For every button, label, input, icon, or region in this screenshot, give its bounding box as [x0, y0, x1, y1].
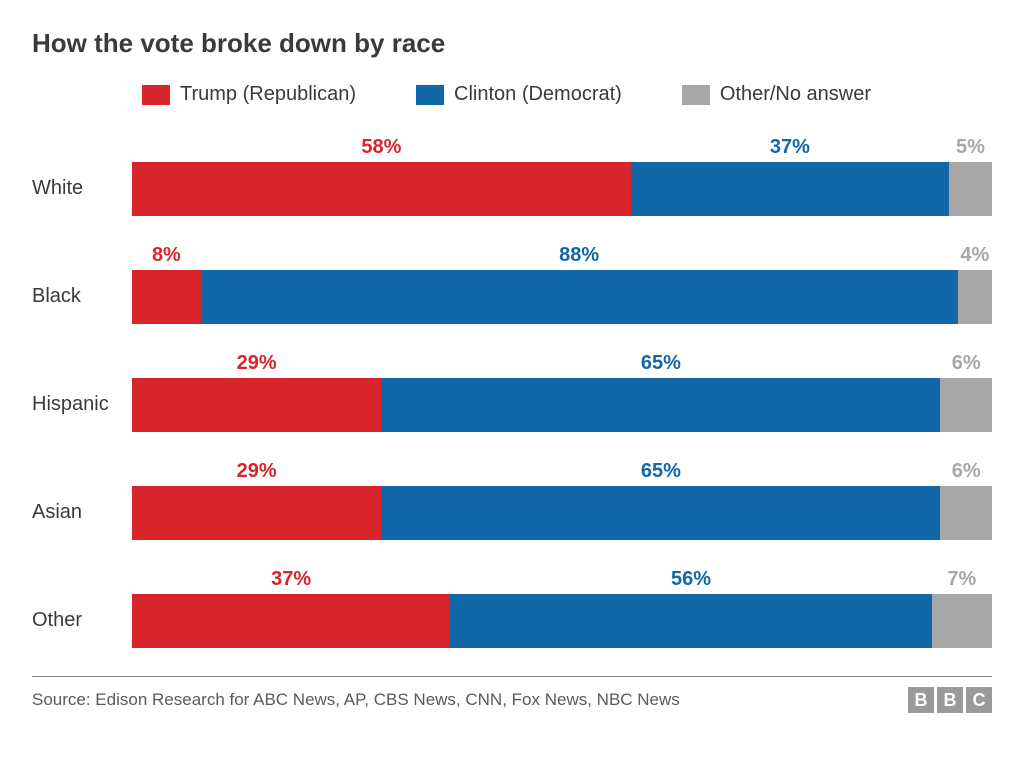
legend-swatch — [142, 85, 170, 105]
segment-value: 7% — [932, 568, 992, 594]
logo-letter: B — [937, 687, 963, 713]
chart-title: How the vote broke down by race — [32, 28, 992, 59]
bar-segment — [201, 270, 958, 324]
bar-segment — [932, 594, 992, 648]
bbc-logo: BBC — [908, 687, 992, 713]
bar-segment — [631, 162, 949, 216]
chart-row: Black8%88%4% — [32, 244, 992, 324]
bar-block: 29%65%6% — [132, 352, 992, 432]
legend-item: Clinton (Democrat) — [416, 83, 622, 106]
segment-value: 37% — [132, 568, 450, 594]
bar-block: 37%56%7% — [132, 568, 992, 648]
segment-value: 6% — [940, 460, 992, 486]
bar-row — [132, 162, 992, 216]
category-label: White — [32, 177, 132, 216]
bar-segment — [381, 378, 940, 432]
bar-row — [132, 378, 992, 432]
segment-value: 5% — [949, 136, 992, 162]
bar-segment — [940, 378, 992, 432]
legend-swatch — [416, 85, 444, 105]
chart-row: Other37%56%7% — [32, 568, 992, 648]
value-row: 29%65%6% — [132, 460, 992, 486]
bar-segment — [132, 270, 201, 324]
chart-row: White58%37%5% — [32, 136, 992, 216]
bar-block: 29%65%6% — [132, 460, 992, 540]
category-label: Asian — [32, 501, 132, 540]
segment-value: 8% — [132, 244, 201, 270]
bar-row — [132, 486, 992, 540]
bar-segment — [949, 162, 992, 216]
logo-letter: C — [966, 687, 992, 713]
bar-segment — [940, 486, 992, 540]
chart-row: Asian29%65%6% — [32, 460, 992, 540]
bar-segment — [132, 378, 381, 432]
value-row: 37%56%7% — [132, 568, 992, 594]
chart-area: White58%37%5%Black8%88%4%Hispanic29%65%6… — [32, 136, 992, 648]
segment-value: 88% — [201, 244, 958, 270]
segment-value: 37% — [631, 136, 949, 162]
bar-segment — [450, 594, 932, 648]
legend-item: Other/No answer — [682, 83, 871, 106]
chart-row: Hispanic29%65%6% — [32, 352, 992, 432]
bar-row — [132, 594, 992, 648]
logo-letter: B — [908, 687, 934, 713]
segment-value: 65% — [381, 352, 940, 378]
footer: Source: Edison Research for ABC News, AP… — [32, 676, 992, 713]
bar-segment — [958, 270, 992, 324]
segment-value: 56% — [450, 568, 932, 594]
legend-item: Trump (Republican) — [142, 83, 356, 106]
bar-segment — [132, 162, 631, 216]
category-label: Hispanic — [32, 393, 132, 432]
bar-block: 8%88%4% — [132, 244, 992, 324]
bar-segment — [381, 486, 940, 540]
category-label: Black — [32, 285, 132, 324]
legend-label: Trump (Republican) — [180, 83, 356, 106]
segment-value: 4% — [958, 244, 992, 270]
value-row: 58%37%5% — [132, 136, 992, 162]
legend-label: Clinton (Democrat) — [454, 83, 622, 106]
bar-row — [132, 270, 992, 324]
value-row: 8%88%4% — [132, 244, 992, 270]
bar-segment — [132, 594, 450, 648]
legend: Trump (Republican) Clinton (Democrat) Othe… — [142, 83, 992, 106]
legend-swatch — [682, 85, 710, 105]
segment-value: 58% — [132, 136, 631, 162]
segment-value: 6% — [940, 352, 992, 378]
category-label: Other — [32, 609, 132, 648]
bar-segment — [132, 486, 381, 540]
source-text: Source: Edison Research for ABC News, AP… — [32, 690, 680, 710]
legend-label: Other/No answer — [720, 83, 871, 106]
segment-value: 29% — [132, 460, 381, 486]
bar-block: 58%37%5% — [132, 136, 992, 216]
segment-value: 29% — [132, 352, 381, 378]
value-row: 29%65%6% — [132, 352, 992, 378]
segment-value: 65% — [381, 460, 940, 486]
